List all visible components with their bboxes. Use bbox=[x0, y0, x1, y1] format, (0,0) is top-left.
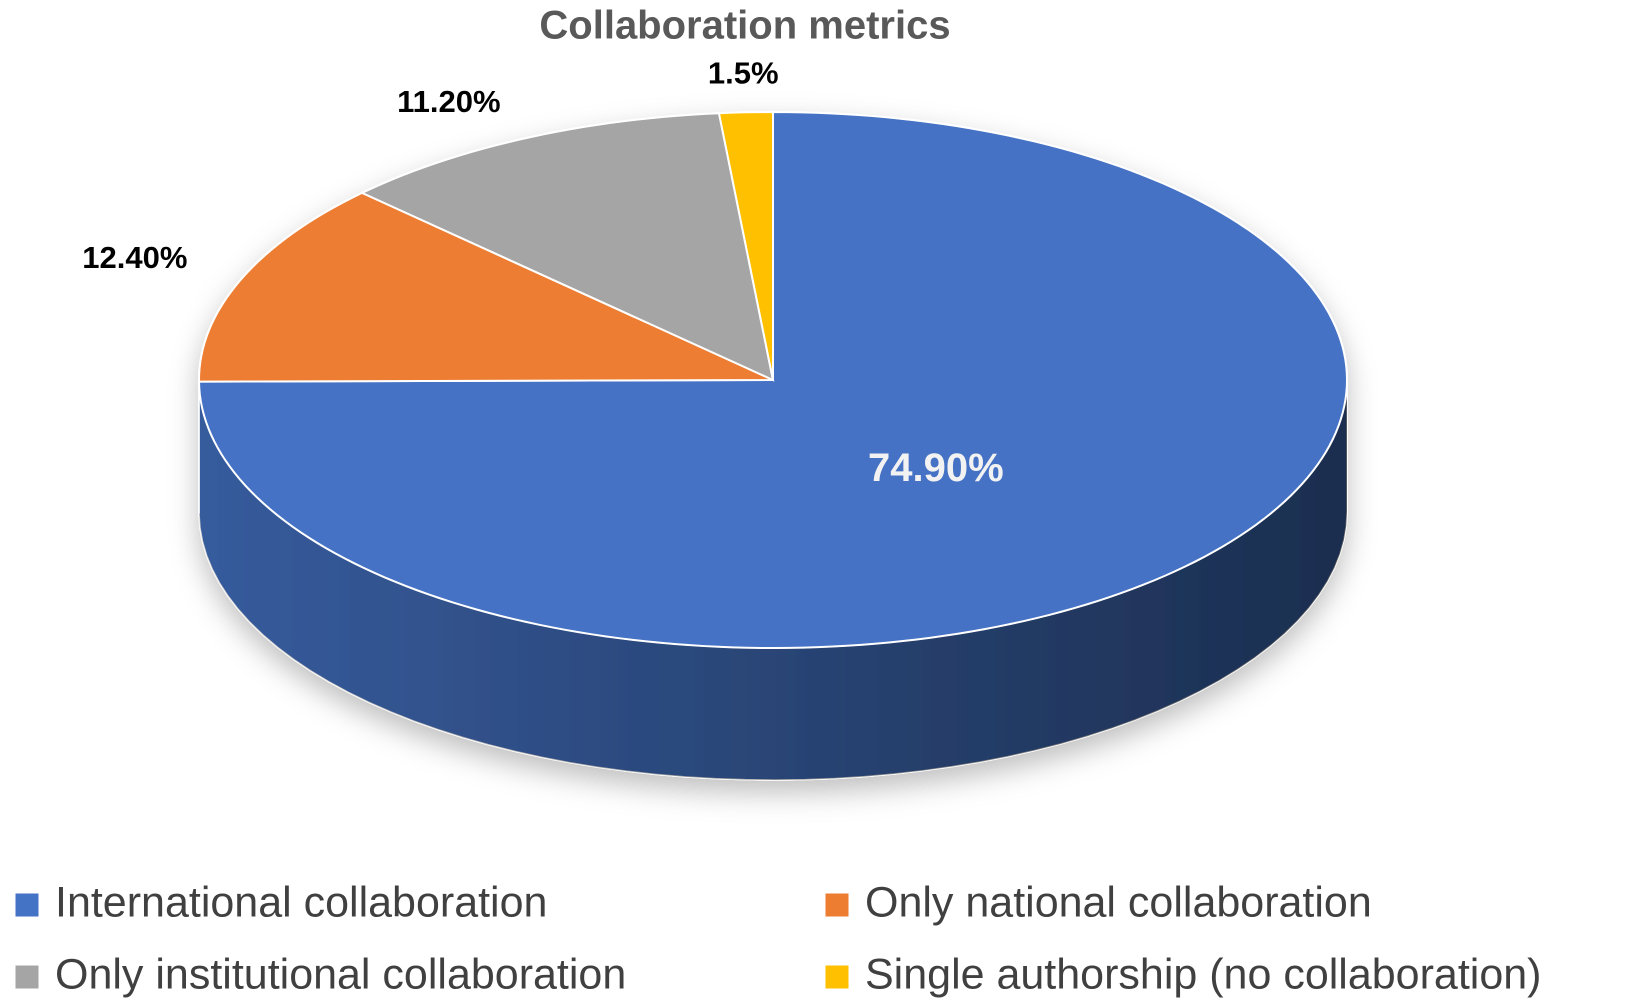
slice bbox=[717, 110, 774, 381]
legend-label: Single authorship (no collaboration) bbox=[865, 950, 1541, 998]
legend-label: Only national collaboration bbox=[865, 878, 1372, 926]
pie bbox=[197, 110, 1349, 781]
slice-side-shade bbox=[199, 380, 1347, 780]
data-label: 74.90% bbox=[868, 446, 1004, 490]
data-label: 11.20% bbox=[397, 84, 500, 119]
legend-swatch bbox=[14, 964, 40, 990]
data-label: 12.40% bbox=[82, 240, 187, 275]
legend-swatch bbox=[14, 892, 40, 918]
slice bbox=[197, 191, 774, 383]
chart-title: Collaboration metrics bbox=[539, 4, 950, 48]
data-label: 1.5% bbox=[708, 56, 779, 91]
slice bbox=[359, 112, 775, 382]
legend-label: International collaboration bbox=[55, 878, 547, 926]
legend-swatch bbox=[824, 964, 850, 990]
legend-label: Only institutional collaboration bbox=[55, 950, 626, 998]
legend-swatch bbox=[824, 892, 850, 918]
